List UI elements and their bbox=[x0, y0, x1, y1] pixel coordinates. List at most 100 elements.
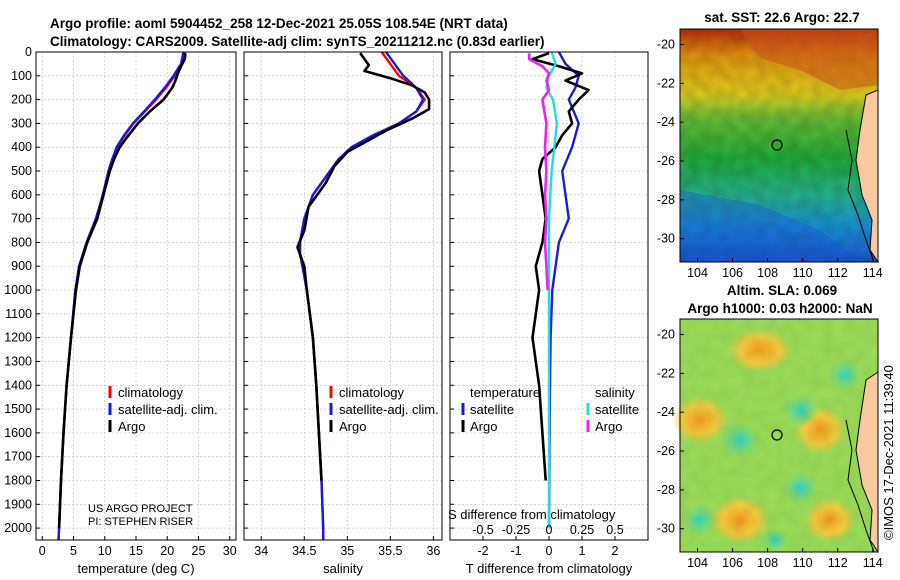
y-tick-label: 1100 bbox=[5, 307, 32, 321]
map-x-tick-label: 114 bbox=[863, 266, 883, 280]
sla-map-frame bbox=[679, 318, 879, 553]
x-tick-label: 34.5 bbox=[292, 544, 316, 558]
map-y-tick-label: -24 bbox=[657, 115, 675, 129]
map-y-tick-label: -26 bbox=[657, 444, 675, 458]
x-axis-label: salinity bbox=[323, 561, 363, 576]
legend-label-climatology: climatology bbox=[339, 385, 405, 400]
x-tick-label: 0 bbox=[39, 544, 46, 558]
x-tick-label: 5 bbox=[70, 544, 77, 558]
x-tick-label: -2 bbox=[477, 544, 488, 558]
y-tick-label: 1800 bbox=[4, 473, 32, 487]
map-x-tick-label: 108 bbox=[757, 266, 778, 280]
sst-map-title: sat. SST: 22.6 Argo: 22.7 bbox=[704, 10, 860, 25]
plot-frame bbox=[243, 51, 443, 541]
difference-legend-salinity: salinity satellite Argo bbox=[586, 385, 639, 434]
x-tick-label: 35 bbox=[340, 544, 354, 558]
map-y-tick-label: -26 bbox=[657, 154, 675, 168]
legend-label-satellite: satellite-adj. clim. bbox=[118, 402, 218, 417]
temperature-legend: climatology satellite-adj. clim. Argo bbox=[108, 385, 218, 434]
sst-map-ticks: 104 106 108 110 112 114 -20 -22 -24 -26 -28 -30 bbox=[657, 38, 883, 280]
map-x-tick-label: 110 bbox=[793, 556, 813, 570]
series-line-climatology bbox=[298, 51, 426, 540]
x-tick-label: 10 bbox=[98, 544, 112, 558]
x-tick-label: 25 bbox=[192, 544, 206, 558]
series-line-argo bbox=[57, 53, 187, 529]
series-line-satellite-adj-clim- bbox=[298, 51, 425, 540]
legend-label-t-argo: Argo bbox=[470, 419, 497, 434]
map-x-tick-label: 108 bbox=[757, 556, 778, 570]
top-tick-label: -0.5 bbox=[472, 523, 494, 537]
legend-label-s-satellite: satellite bbox=[595, 402, 639, 417]
map-x-tick-label: 106 bbox=[722, 556, 743, 570]
top-tick-label: -0.25 bbox=[502, 523, 531, 537]
legend-label-s-argo: Argo bbox=[595, 419, 622, 434]
top-tick-label: 0.5 bbox=[606, 523, 623, 537]
y-tick-label: 600 bbox=[11, 188, 32, 202]
legend-label-argo: Argo bbox=[118, 419, 145, 434]
title-line-2: Climatology: CARS2009. Satellite-adj cli… bbox=[50, 34, 544, 49]
y-tick-label: 400 bbox=[11, 140, 32, 154]
x-tick-label: 30 bbox=[223, 544, 237, 558]
y-tick-label: 1700 bbox=[4, 450, 32, 464]
temperature-profile-panel: 0 5 10 15 20 25 30 temperature (deg C) 0 100 200 30… bbox=[4, 45, 237, 576]
credit-text: US ARGO PROJECT bbox=[88, 503, 193, 515]
title-line-1: Argo profile: aoml 5904452_258 12-Dec-20… bbox=[50, 16, 508, 31]
x-tick-label: 35.5 bbox=[378, 544, 402, 558]
sst-cool-patch bbox=[680, 190, 860, 262]
y-tick-label: 700 bbox=[11, 212, 32, 226]
y-tick-label: 1000 bbox=[4, 283, 32, 297]
float-marker-sst bbox=[771, 139, 783, 151]
coastline-sla bbox=[845, 419, 875, 553]
x-tick-label: 0 bbox=[546, 544, 553, 558]
coastline-sst bbox=[845, 129, 875, 263]
difference-profile-panel: -2 -1 0 1 2 T difference from climatology -0.5… bbox=[449, 51, 649, 576]
map-y-tick-label: -28 bbox=[657, 193, 675, 207]
map-y-tick-label: -30 bbox=[657, 232, 675, 246]
series-line-s-argo bbox=[527, 53, 551, 291]
sla-field-texture bbox=[680, 319, 878, 552]
salinity-legend: climatology satellite-adj. clim. Argo bbox=[329, 385, 439, 434]
map-x-tick-label: 112 bbox=[828, 556, 848, 570]
y-tick-label: 1500 bbox=[4, 402, 32, 416]
map-x-tick-label: 104 bbox=[687, 266, 708, 280]
series-line-t-satellite bbox=[547, 51, 580, 529]
y-tick-label: 200 bbox=[11, 93, 32, 107]
map-y-tick-label: -24 bbox=[657, 405, 675, 419]
timestamp: ©IMOS 17-Dec-2021 11:39:40 bbox=[881, 365, 896, 540]
x-tick-label: 1 bbox=[579, 544, 586, 558]
map-y-tick-label: -30 bbox=[657, 522, 675, 536]
map-x-tick-label: 104 bbox=[687, 556, 708, 570]
series-line-t-argo bbox=[531, 51, 590, 481]
y-tick-label: 100 bbox=[11, 69, 32, 83]
salinity-profile-panel: 34 34.5 35 35.5 36 salinity bbox=[243, 51, 443, 576]
y-tick-label: 0 bbox=[25, 45, 32, 59]
sst-warm-patch bbox=[740, 29, 878, 90]
x-tick-label: 20 bbox=[160, 544, 174, 558]
legend-label-satellite: satellite-adj. clim. bbox=[339, 402, 439, 417]
float-marker-sla bbox=[771, 429, 783, 441]
map-y-tick-label: -20 bbox=[657, 38, 675, 52]
sla-map-title-1: Altim. SLA: 0.069 bbox=[727, 283, 837, 298]
x-tick-label: 34 bbox=[254, 544, 268, 558]
sst-map bbox=[679, 28, 879, 264]
y-tick-label: 900 bbox=[11, 259, 32, 273]
map-x-tick-label: 114 bbox=[863, 556, 883, 570]
map-y-tick-label: -28 bbox=[657, 483, 675, 497]
top-tick-label: 0.25 bbox=[570, 523, 594, 537]
legend-label-climatology: climatology bbox=[118, 385, 184, 400]
sla-map-ticks: 104 106 108 110 112 114 -20 -22 -24 -26 -28 -30 bbox=[657, 328, 883, 570]
s-difference-axis-label: S difference from climatology bbox=[448, 507, 616, 522]
legend-heading-salinity: salinity bbox=[595, 385, 635, 400]
pi-text: PI: STEPHEN RISER bbox=[88, 516, 193, 528]
series-line-argo bbox=[296, 52, 431, 481]
y-tick-label: 1300 bbox=[4, 354, 32, 368]
x-axis-label: T difference from climatology bbox=[466, 561, 633, 576]
sla-map bbox=[672, 318, 879, 554]
map-y-tick-label: -20 bbox=[657, 328, 675, 342]
y-tick-label: 1200 bbox=[4, 331, 32, 345]
y-tick-label: 800 bbox=[11, 235, 32, 249]
top-tick-label: 0 bbox=[546, 523, 553, 537]
x-axis-label: temperature (deg C) bbox=[77, 561, 194, 576]
y-tick-label: 1600 bbox=[4, 426, 32, 440]
